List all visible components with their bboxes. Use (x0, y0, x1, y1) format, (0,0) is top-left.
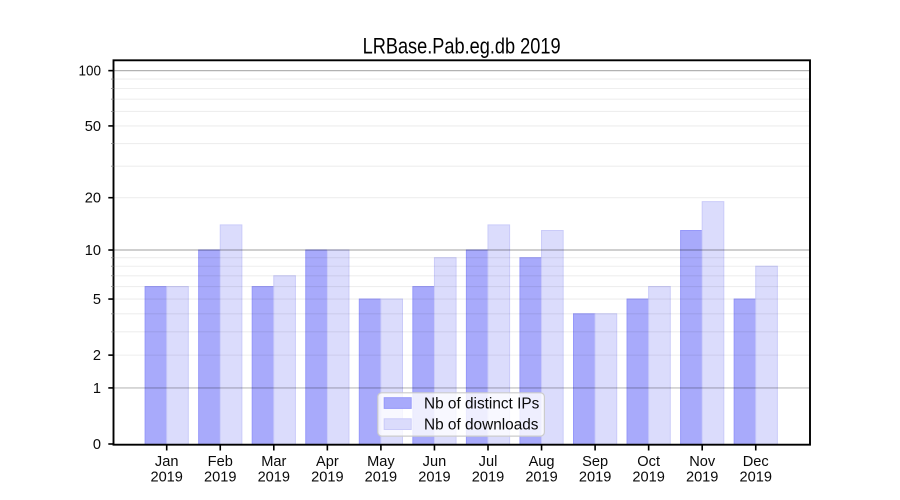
svg-text:20: 20 (85, 191, 101, 207)
svg-text:Jul: Jul (479, 454, 498, 470)
svg-text:Dec: Dec (743, 454, 769, 470)
svg-text:2019: 2019 (150, 470, 182, 486)
svg-text:LRBase.Pab.eg.db 2019: LRBase.Pab.eg.db 2019 (363, 34, 561, 59)
svg-text:Sep: Sep (582, 454, 608, 470)
svg-text:May: May (367, 454, 395, 470)
svg-text:10: 10 (85, 243, 101, 259)
svg-text:2019: 2019 (579, 470, 611, 486)
svg-text:2019: 2019 (365, 470, 397, 486)
svg-text:1: 1 (93, 381, 101, 397)
svg-text:2019: 2019 (472, 470, 504, 486)
svg-text:0: 0 (93, 437, 101, 453)
svg-text:Feb: Feb (208, 454, 233, 470)
svg-text:2019: 2019 (311, 470, 343, 486)
svg-text:2: 2 (93, 348, 101, 364)
svg-text:5: 5 (93, 292, 101, 308)
svg-text:50: 50 (85, 119, 101, 135)
svg-text:Nb of downloads: Nb of downloads (424, 416, 539, 433)
svg-text:2019: 2019 (418, 470, 450, 486)
svg-text:Nov: Nov (689, 454, 716, 470)
svg-text:100: 100 (79, 64, 102, 80)
svg-text:2019: 2019 (740, 470, 772, 486)
svg-text:Mar: Mar (261, 454, 286, 470)
svg-text:Jun: Jun (423, 454, 447, 470)
svg-text:Aug: Aug (529, 454, 555, 470)
svg-text:2019: 2019 (258, 470, 290, 486)
svg-text:2019: 2019 (204, 470, 236, 486)
svg-text:Oct: Oct (637, 454, 660, 470)
svg-text:Jan: Jan (155, 454, 179, 470)
svg-text:Nb of distinct IPs: Nb of distinct IPs (424, 395, 540, 412)
svg-text:2019: 2019 (632, 470, 664, 486)
svg-text:2019: 2019 (686, 470, 718, 486)
svg-text:Apr: Apr (316, 454, 339, 470)
svg-text:2019: 2019 (525, 470, 557, 486)
